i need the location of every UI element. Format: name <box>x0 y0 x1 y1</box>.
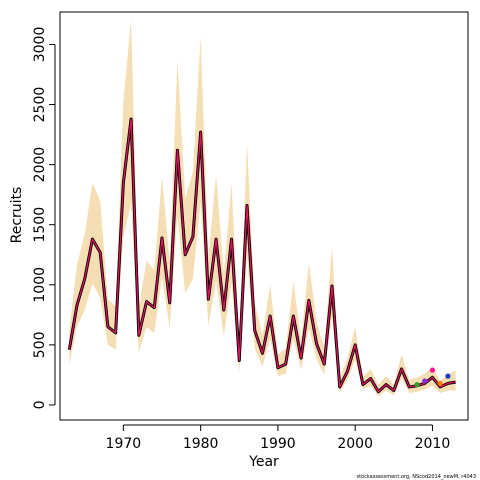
y-tick-label: 1000 <box>32 267 48 303</box>
retro-point <box>429 367 436 373</box>
x-tick-label: 1980 <box>183 436 219 452</box>
y-tick-label: 1500 <box>32 207 48 243</box>
y-tick-label: 500 <box>32 332 48 359</box>
estimate-overlay-line <box>68 118 456 393</box>
y-axis-title: Recruits <box>9 187 25 244</box>
retro-point <box>445 373 451 379</box>
x-tick-label: 1970 <box>106 436 142 452</box>
x-tick-label: 2000 <box>337 436 373 452</box>
x-axis-title: Year <box>248 454 279 470</box>
y-tick-label: 2000 <box>32 147 48 183</box>
plot-area <box>67 19 456 397</box>
y-tick-label: 0 <box>32 401 48 410</box>
plot-frame <box>59 11 469 421</box>
y-tick-label: 2500 <box>32 87 48 123</box>
y-tick-label: 3000 <box>32 27 48 63</box>
axes: 1970 1980 1990 2000 2010 0 500 1000 1500 2000 2500… <box>32 11 469 452</box>
retro-point <box>422 378 428 384</box>
x-tick-label: 2010 <box>415 436 451 452</box>
x-tick-label: 1990 <box>260 436 296 452</box>
footer-credit: stockassessment.org, NScod2014_newM, r40… <box>356 474 476 480</box>
retro-point <box>414 381 420 388</box>
retro-point <box>437 380 443 386</box>
confidence-band <box>69 19 456 397</box>
